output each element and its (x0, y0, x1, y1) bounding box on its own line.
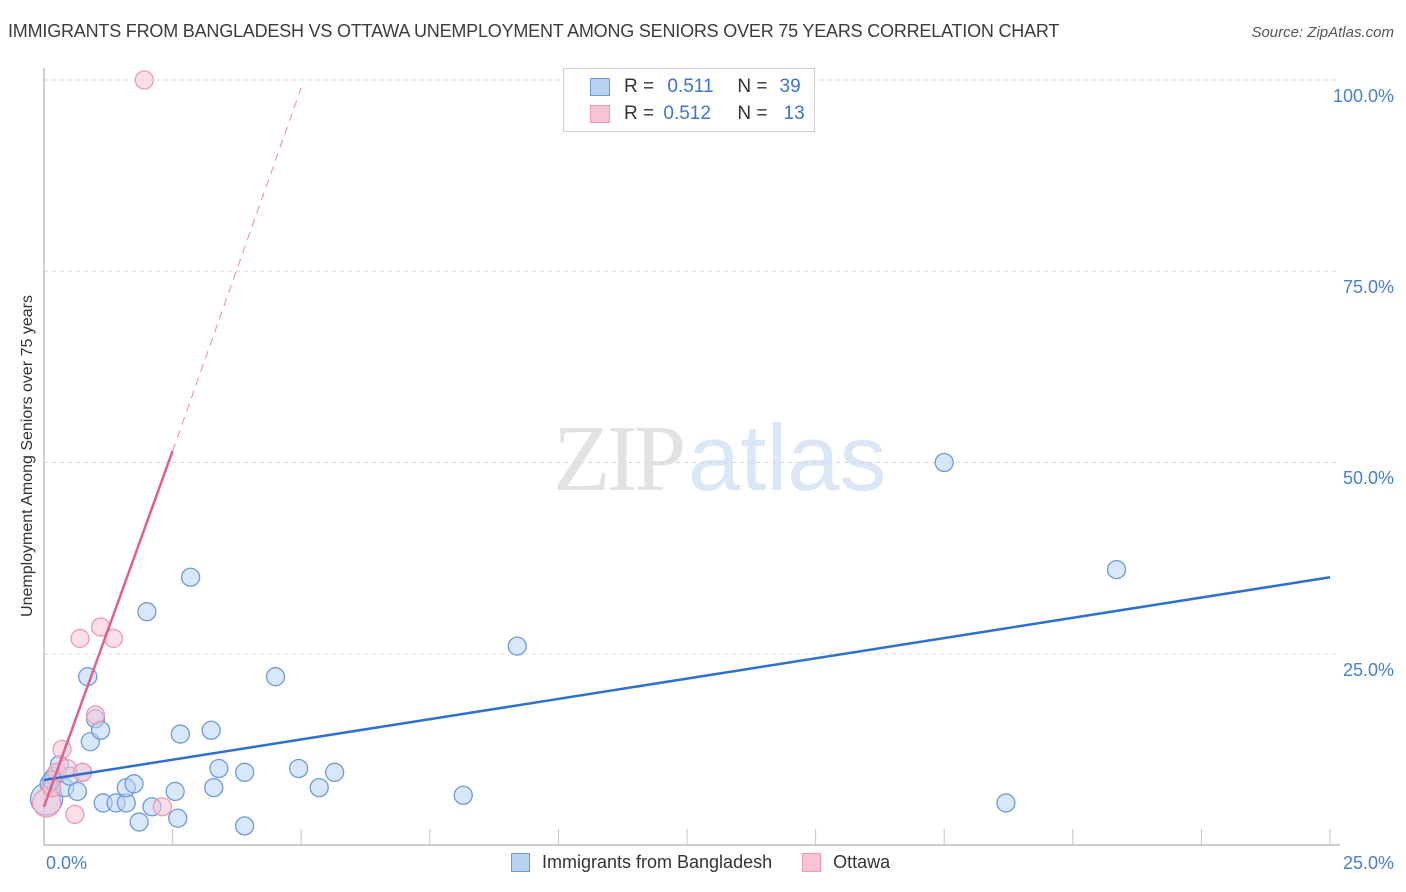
trendline-ottawa-extension (172, 87, 302, 452)
trendline-bangladesh (43, 576, 1331, 782)
r-value: 0.511 (667, 76, 714, 97)
data-point (934, 452, 954, 473)
data-point (996, 793, 1016, 813)
data-point (180, 567, 201, 587)
legend-label-ottawa: Ottawa (833, 852, 891, 872)
ottawa-legend-swatch-icon (802, 853, 822, 872)
data-point (288, 758, 309, 779)
bangladesh-legend-swatch-icon (511, 853, 530, 872)
data-point (168, 808, 188, 828)
data-point (234, 762, 255, 782)
data-point (507, 636, 527, 656)
n-label: N = (737, 103, 768, 124)
stats-legend-row-bangladesh: R = 0.511 N = 39 (590, 75, 801, 99)
ottawa-swatch-icon (590, 105, 610, 123)
data-point (324, 762, 345, 782)
r-value: 0.512 (663, 103, 711, 124)
stats-legend: R = 0.511 N = 39 R = 0.512 N = 13 (563, 68, 815, 132)
data-point (129, 812, 149, 832)
data-point (152, 797, 172, 817)
watermark-atlas: atlas (688, 405, 887, 510)
data-point (67, 781, 88, 802)
data-point (124, 774, 144, 794)
n-value: 13 (783, 103, 805, 124)
gridlines (44, 79, 1340, 655)
data-point (70, 628, 90, 649)
series-legend: Immigrants from Bangladesh Ottawa (511, 852, 890, 873)
data-point (209, 758, 229, 779)
data-point (134, 70, 154, 90)
legend-label-bangladesh: Immigrants from Bangladesh (542, 852, 773, 872)
data-point (204, 777, 224, 798)
data-point (165, 781, 185, 802)
data-point (234, 816, 255, 836)
watermark-zip: ZIP (553, 407, 686, 511)
trendline-ottawa (42, 450, 174, 808)
axes (43, 68, 1340, 846)
stats-legend-row-ottawa: R = 0.512 N = 13 (590, 102, 805, 126)
data-point (453, 785, 473, 805)
y-tick-100: 100.0% (1332, 86, 1394, 106)
r-label: R = (624, 76, 655, 97)
y-tick-50: 50.0% (1342, 468, 1394, 488)
data-point (201, 720, 221, 740)
data-point (85, 705, 106, 725)
source-label: Source: ZipAtlas.com (1251, 24, 1394, 41)
data-point (309, 777, 329, 798)
x-tick-0: 0.0% (46, 853, 88, 873)
n-value: 39 (779, 76, 801, 97)
data-point (265, 667, 286, 687)
series-bangladesh-points (29, 452, 1127, 836)
watermark: ZIPatlas (553, 404, 887, 513)
y-tick-25: 25.0% (1342, 660, 1394, 680)
r-label: R = (624, 103, 655, 124)
data-point (65, 804, 85, 825)
series-ottawa-points (31, 70, 172, 825)
trendlines (42, 87, 1331, 808)
data-point (170, 724, 190, 744)
y-axis-label: Unemployment Among Seniors over 75 years (19, 295, 36, 617)
y-tick-75: 75.0% (1342, 277, 1394, 297)
data-point (1106, 559, 1127, 580)
bangladesh-swatch-icon (590, 78, 610, 96)
x-tick-25: 25.0% (1342, 853, 1394, 873)
n-label: N = (737, 76, 768, 97)
chart-title: IMMIGRANTS FROM BANGLADESH VS OTTAWA UNE… (8, 21, 1060, 41)
data-point (137, 602, 157, 622)
